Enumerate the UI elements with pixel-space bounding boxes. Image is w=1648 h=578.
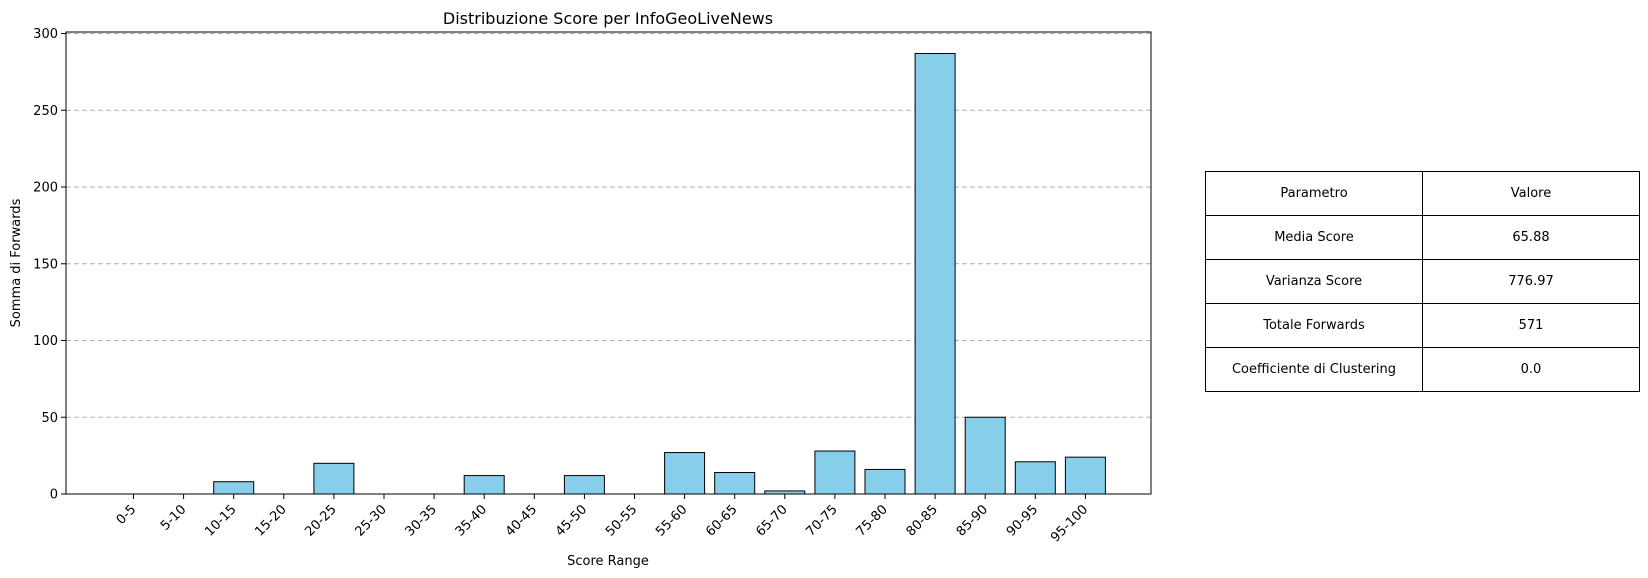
table-cell: Media Score <box>1205 215 1423 260</box>
x-axis: 0-5 5-10 10-15 15-20 20-25 25-30 30-35 35-40 40-… <box>114 494 1091 545</box>
bar-95-100 <box>1064 456 1106 495</box>
bar-45-50 <box>563 475 605 495</box>
x-tick-label: 55-60 <box>653 502 690 539</box>
x-tick-label: 95-100 <box>1048 502 1091 545</box>
y-tick-label: 100 <box>33 334 58 349</box>
x-tick-label: 65-70 <box>753 502 790 539</box>
table-cell: Coefficiente di Clustering <box>1205 347 1423 392</box>
table-row: Totale Forwards 571 <box>1205 303 1640 348</box>
x-tick-label: 5-10 <box>158 502 189 533</box>
bar-60-65 <box>714 472 756 495</box>
table-cell: Varianza Score <box>1205 259 1423 304</box>
bar-chart: Distribuzione Score per InfoGeoLiveNews … <box>9 9 1152 569</box>
bar-10-15 <box>213 481 255 495</box>
x-tick-label: 35-40 <box>453 502 490 539</box>
x-tick-label: 85-90 <box>954 502 991 539</box>
table-row: Varianza Score 776.97 <box>1205 259 1640 304</box>
plot-frame <box>65 31 1152 495</box>
y-axis: 0 50 100 150 200 250 300 <box>33 27 66 503</box>
table-cell: 0.0 <box>1422 347 1640 392</box>
y-axis-label: Somma di Forwards <box>9 198 24 327</box>
x-tick-label: 10-15 <box>202 502 239 539</box>
table-row: Coefficiente di Clustering 0.0 <box>1205 347 1640 392</box>
y-tick-label: 300 <box>33 27 58 42</box>
table-header-row: Parametro Valore <box>1205 171 1640 216</box>
x-tick-label: 30-35 <box>403 502 440 539</box>
y-tick-label: 250 <box>33 104 58 119</box>
bar-55-60 <box>664 452 706 495</box>
bar-20-25 <box>313 462 355 495</box>
y-tick-label: 150 <box>33 257 58 272</box>
bar-35-40 <box>463 475 505 495</box>
chart-title: Distribuzione Score per InfoGeoLiveNews <box>443 9 773 28</box>
x-tick-label: 15-20 <box>252 502 289 539</box>
x-tick-label: 75-80 <box>854 502 891 539</box>
x-tick-label: 45-50 <box>553 502 590 539</box>
table-cell: 65.88 <box>1422 215 1640 260</box>
y-tick-label: 0 <box>50 488 58 503</box>
x-tick-label: 50-55 <box>603 502 640 539</box>
bar-85-90 <box>964 416 1006 495</box>
bar-90-95 <box>1014 461 1056 495</box>
y-tick-label: 50 <box>41 411 58 426</box>
y-tick-label: 200 <box>33 181 58 196</box>
stats-table: Parametro Valore Media Score 65.88 Varia… <box>1205 171 1640 392</box>
bar-70-75 <box>814 450 856 495</box>
x-tick-label: 80-85 <box>904 502 941 539</box>
gridlines <box>66 33 1151 418</box>
x-tick-label: 60-65 <box>703 502 740 539</box>
x-tick-label: 25-30 <box>353 502 390 539</box>
bars <box>113 52 1106 495</box>
x-tick-label: 40-45 <box>503 502 540 539</box>
x-tick-label: 90-95 <box>1004 502 1041 539</box>
table-cell: Totale Forwards <box>1205 303 1423 348</box>
table-header-cell: Parametro <box>1205 171 1423 216</box>
table-row: Media Score 65.88 <box>1205 215 1640 260</box>
bar-80-85 <box>914 52 956 495</box>
x-tick-label: 20-25 <box>302 502 339 539</box>
x-axis-label: Score Range <box>567 554 649 569</box>
x-tick-label: 70-75 <box>803 502 840 539</box>
bar-75-80 <box>864 468 906 495</box>
x-tick-label: 0-5 <box>114 502 140 528</box>
table-header-cell: Valore <box>1422 171 1640 216</box>
table-cell: 571 <box>1422 303 1640 348</box>
table-cell: 776.97 <box>1422 259 1640 304</box>
